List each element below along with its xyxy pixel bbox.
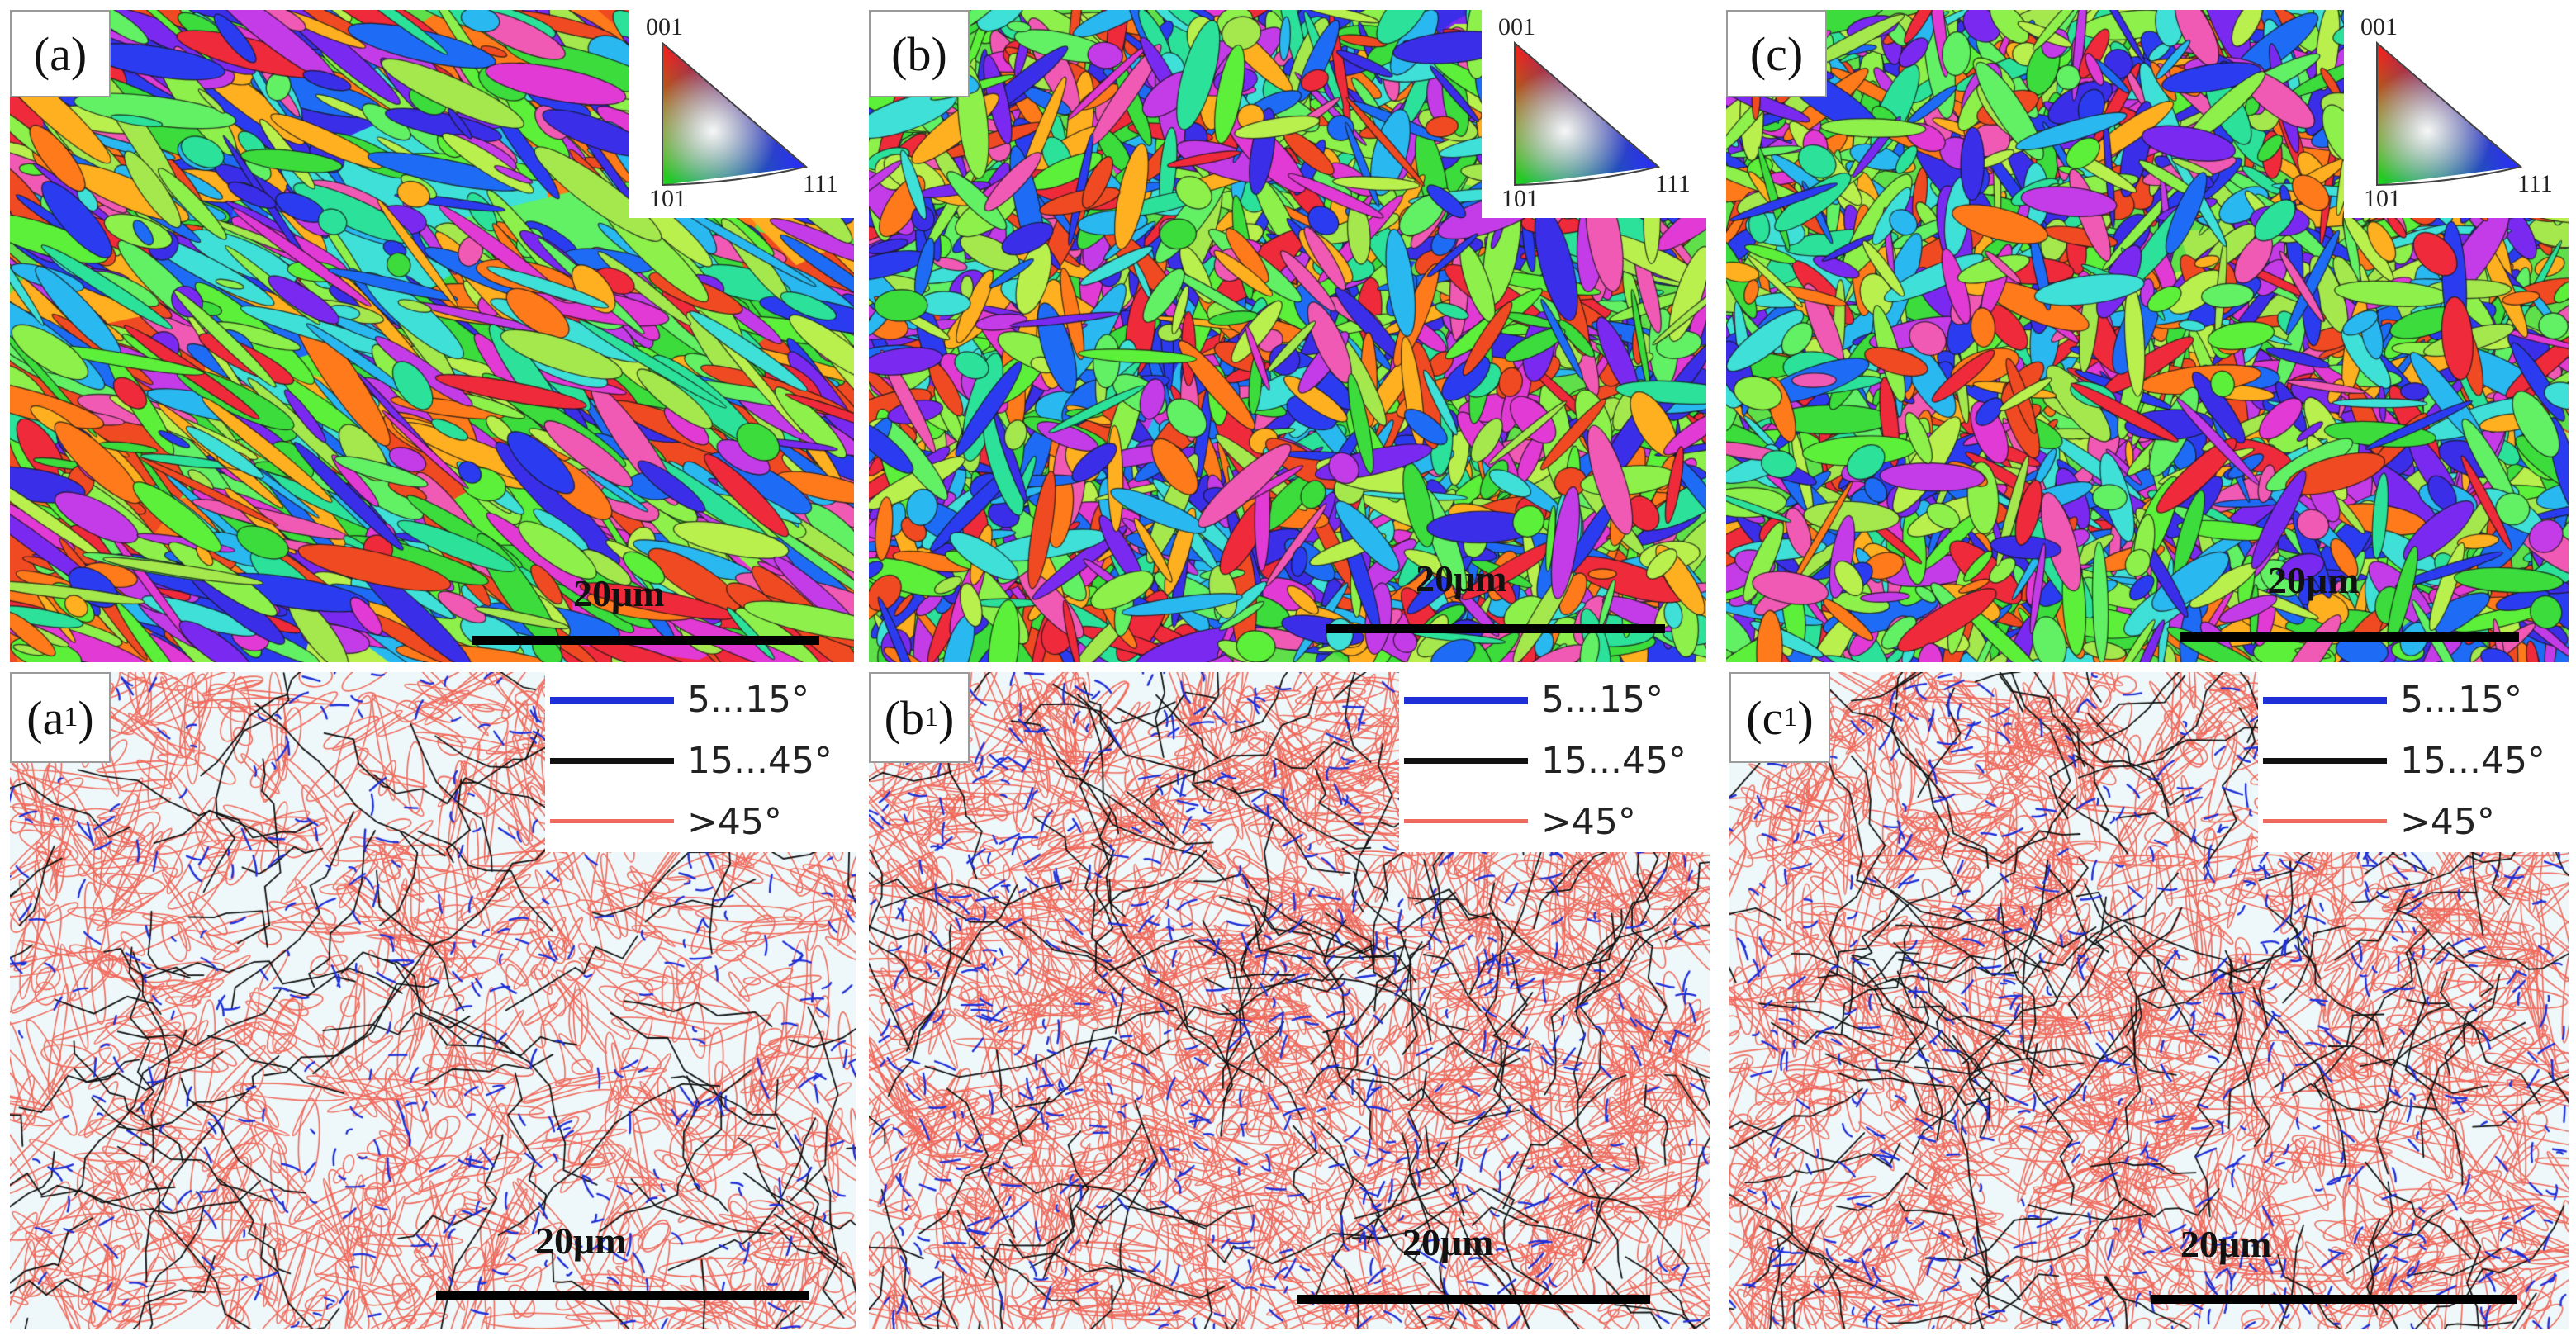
legend-row-low-c1: 5...15° [2258, 675, 2569, 725]
misorientation-legend-a1: 5...15° 15...45° >45° [545, 672, 856, 852]
ipf-gradient-layer [1515, 43, 1658, 185]
scale-bar-b [1326, 624, 1665, 633]
panel-label-c1-sub: 1 [1783, 702, 1798, 732]
scale-text-b: 20μm [1416, 557, 1507, 599]
scale-text-c1: 20μm [2180, 1223, 2272, 1265]
legend-row-high-b1: >45° [1399, 798, 1710, 847]
ipf-map-c: (c) 001 101 111 20μm [1726, 10, 2569, 662]
scale-text-b1: 20μm [1402, 1221, 1494, 1263]
legend-row-medium-b1: 15...45° [1399, 737, 1710, 786]
legend-label-medium-a1: 15...45° [687, 740, 833, 782]
ipf-triangle-outline [662, 40, 809, 187]
boundary-map-a1: (a 1) 5...15° 15...45° >45° 20μm [10, 672, 856, 1329]
legend-swatch-high-b1 [1404, 819, 1528, 823]
legend-row-medium-a1: 15...45° [545, 737, 856, 786]
legend-label-medium-c1: 15...45° [2400, 740, 2545, 782]
panel-label-b1: (b 1) [869, 672, 970, 763]
scale-bar-a [472, 636, 819, 645]
legend-label-low-a1: 5...15° [687, 679, 809, 721]
panel-label-c1-main: (c [1746, 690, 1784, 745]
panel-label-c1: (c 1) [1729, 672, 1830, 763]
panel-label-a1-sub: 1 [64, 702, 78, 732]
ipf-triangle-a [662, 40, 809, 187]
ipf-triangle-outline [2376, 40, 2523, 187]
scale-text-a1: 20μm [535, 1220, 627, 1262]
legend-row-low-a1: 5...15° [545, 675, 856, 725]
ipf-triangle-outline [1514, 40, 1661, 187]
ipf-label-101-b: 101 [1501, 185, 1539, 212]
legend-label-low-b1: 5...15° [1541, 679, 1663, 721]
ipf-map-b: (b) 001 101 111 20μm [869, 10, 1706, 662]
legend-label-high-b1: >45° [1541, 801, 1636, 843]
misorientation-legend-c1: 5...15° 15...45° >45° [2258, 672, 2569, 852]
panel-label-b1-end: ) [938, 690, 955, 745]
panel-label-b: (b) [869, 10, 970, 97]
scale-bar-c1 [2151, 1295, 2517, 1304]
panel-label-c1-end: ) [1797, 690, 1814, 745]
ipf-label-111-b: 111 [1655, 170, 1691, 197]
scale-bar-b1 [1297, 1295, 1650, 1304]
legend-swatch-low-b1 [1404, 697, 1528, 704]
ipf-label-101-c: 101 [2364, 185, 2401, 212]
legend-swatch-high-c1 [2263, 819, 2387, 823]
ipf-map-a: (a) 001 101 111 20μm [10, 10, 854, 662]
ipf-label-111-a: 111 [803, 170, 838, 197]
ipf-label-001-b: 001 [1498, 13, 1535, 40]
legend-label-low-c1: 5...15° [2400, 679, 2522, 721]
scale-text-a: 20μm [573, 572, 665, 614]
boundary-map-c1: (c 1) 5...15° 15...45° >45° 20μm [1729, 672, 2569, 1329]
ipf-gradient-layer [2377, 43, 2521, 185]
ipf-label-001-a: 001 [646, 13, 683, 40]
legend-swatch-medium-c1 [2263, 758, 2387, 764]
legend-row-high-c1: >45° [2258, 798, 2569, 847]
panel-label-b1-sub: 1 [924, 702, 938, 732]
ipf-label-101-a: 101 [649, 185, 686, 212]
legend-swatch-high-a1 [550, 819, 674, 823]
panel-label-b1-main: (b [884, 690, 924, 745]
legend-swatch-medium-a1 [550, 758, 674, 764]
ipf-gradient-layer [662, 43, 806, 185]
ipf-triangle-c [2376, 40, 2523, 187]
ipf-label-001-c: 001 [2360, 13, 2398, 40]
panel-label-a1-main: (a [26, 690, 64, 745]
legend-swatch-low-c1 [2263, 697, 2387, 704]
panel-label-c: (c) [1726, 10, 1827, 97]
scale-text-c: 20μm [2268, 559, 2360, 601]
panel-label-a1-end: ) [78, 690, 94, 745]
legend-row-low-b1: 5...15° [1399, 675, 1710, 725]
misorientation-legend-b1: 5...15° 15...45° >45° [1399, 672, 1710, 852]
ipf-triangle-b [1514, 40, 1661, 187]
legend-label-high-c1: >45° [2400, 801, 2495, 843]
legend-label-medium-b1: 15...45° [1541, 740, 1686, 782]
panel-label-a: (a) [10, 10, 111, 97]
panel-label-a1: (a 1) [10, 672, 111, 763]
scale-bar-a1 [436, 1291, 809, 1300]
legend-label-high-a1: >45° [687, 801, 782, 843]
boundary-map-b1: (b 1) 5...15° 15...45° >45° 20μm [869, 672, 1710, 1329]
ipf-color-key-c: 001 101 111 [2344, 10, 2569, 218]
ipf-color-key-b: 001 101 111 [1482, 10, 1706, 218]
scale-bar-c [2180, 632, 2519, 642]
legend-swatch-medium-b1 [1404, 758, 1528, 764]
legend-row-high-a1: >45° [545, 798, 856, 847]
legend-swatch-low-a1 [550, 697, 674, 704]
legend-row-medium-c1: 15...45° [2258, 737, 2569, 786]
ipf-color-key-a: 001 101 111 [629, 10, 854, 218]
ipf-label-111-c: 111 [2517, 170, 2553, 197]
